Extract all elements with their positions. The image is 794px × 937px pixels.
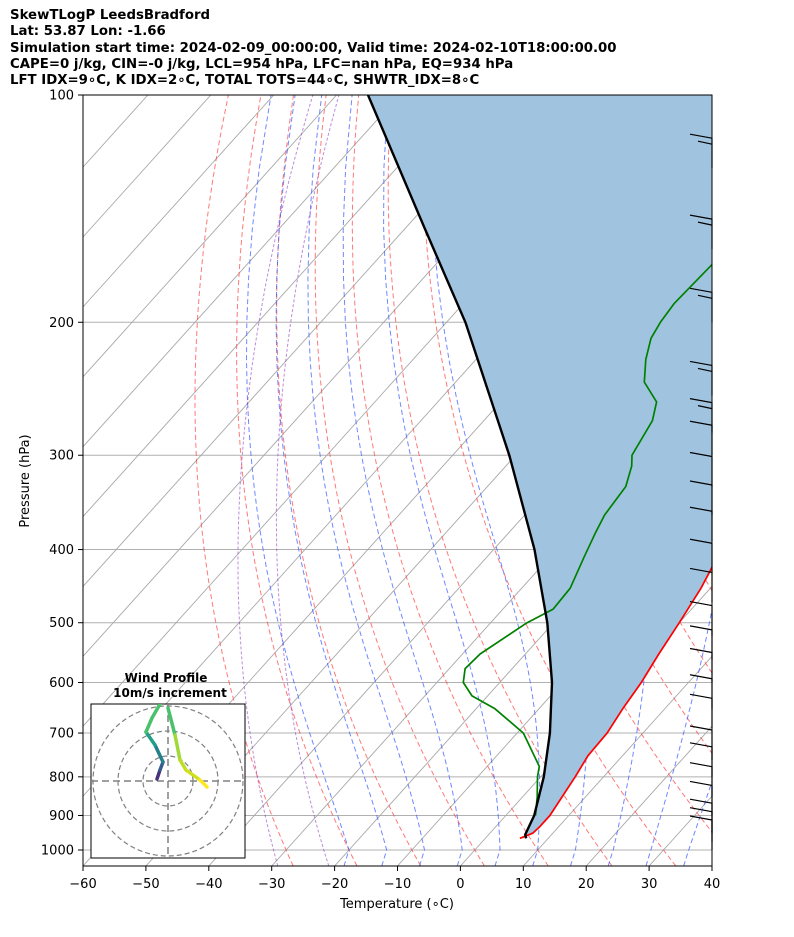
moist-adiabat [645, 95, 712, 866]
x-tick-label: −20 [321, 877, 348, 892]
moist-adiabat [275, 95, 388, 866]
moist-adiabat [307, 95, 426, 866]
x-tick-label: −30 [258, 877, 285, 892]
isotherm-line [145, 236, 712, 866]
moist-adiabat [245, 95, 350, 866]
y-tick-label: 700 [49, 727, 74, 742]
dry-adiabat [351, 95, 549, 866]
location-line: Lat: 53.87 Lon: -1.66 [10, 24, 166, 40]
cape-line: CAPE=0 j/kg, CIN=-0 j/kg, LCL=954 hPa, L… [10, 56, 514, 72]
wind-barb [689, 762, 713, 797]
hodograph-segment [150, 704, 162, 720]
y-tick-label: 200 [49, 316, 74, 331]
hodograph-segment [144, 716, 154, 734]
isotherm-line [522, 655, 712, 866]
indices-line: LFT IDX=9∘C, K IDX=2∘C, TOTAL TOTS=44∘C,… [10, 73, 480, 89]
hodograph-segment [184, 768, 202, 782]
wind-barb [689, 780, 713, 816]
wind-barb [689, 807, 713, 842]
y-tick-label: 600 [49, 676, 74, 691]
cape-shading-area [368, 95, 712, 839]
dry-adiabat [422, 95, 677, 866]
hodograph-segment [178, 758, 188, 772]
y-tick-label: 1000 [41, 844, 74, 859]
isotherm-line [711, 865, 712, 866]
profile-lines [366, 95, 712, 840]
isotherm-line [775, 95, 794, 866]
wind-profile-inset: Wind Profile 10m/s increment [90, 671, 246, 859]
isotherm-line [397, 515, 712, 866]
wind-barb [689, 674, 713, 709]
x-tick-label: 0 [456, 877, 464, 892]
dry-adiabat [314, 95, 485, 866]
x-tick-label: 20 [578, 877, 595, 892]
hodograph-segment [166, 706, 177, 737]
isotherm-line [585, 725, 712, 866]
x-tick-label: −50 [132, 877, 159, 892]
hodograph-segment [144, 730, 157, 747]
dry-adiabat [236, 95, 358, 866]
isotherm-line [83, 95, 212, 238]
moist-adiabat [683, 779, 712, 866]
x-axis-ticks: −60 −50 −40 −30 −20 −10 0 10 20 30 40 [69, 866, 720, 892]
wind-barb [689, 815, 713, 851]
x-tick-label: 30 [641, 877, 658, 892]
mixing-ratio-line [275, 95, 340, 866]
y-tick-label: 400 [49, 543, 74, 558]
y-tick-label: 900 [49, 809, 74, 824]
dry-adiabat [194, 95, 294, 866]
y-axis-label: Pressure (hPa) [18, 434, 33, 527]
hodograph-segment [198, 778, 209, 789]
wind-barb [689, 742, 713, 777]
inset-subtitle: 10m/s increment [113, 686, 227, 700]
x-tick-label: 40 [704, 877, 721, 892]
dry-adiabat [750, 95, 794, 866]
chart-header: SkewTLogP LeedsBradford Lat: 53.87 Lon: … [10, 8, 617, 89]
y-tick-label: 500 [49, 616, 74, 631]
moist-adiabat [342, 95, 463, 866]
dry-adiabat [717, 95, 794, 866]
isotherm-line [83, 95, 463, 518]
isotherm-line [83, 95, 400, 448]
dry-adiabat [782, 95, 794, 866]
dewpoint-profile-line [462, 263, 712, 816]
x-tick-label: −60 [69, 877, 96, 892]
isotherm-line [83, 95, 275, 308]
y-axis-ticks: 1000 900 800 700 600 500 400 300 200 100 [41, 89, 83, 859]
y-tick-label: 300 [49, 449, 74, 464]
mixing-ratio-line [237, 95, 314, 866]
x-tick-label: 10 [515, 877, 532, 892]
x-axis-label: Temperature (∘C) [339, 897, 454, 912]
simulation-time-line: Simulation start time: 2024-02-09_00:00:… [10, 40, 617, 56]
y-tick-label: 800 [49, 770, 74, 785]
dry-adiabat [387, 95, 613, 866]
moist-adiabat [383, 95, 501, 866]
isotherm-line [83, 95, 526, 588]
cape-cin-shading [368, 95, 712, 839]
chart-title: SkewTLogP LeedsBradford [10, 8, 211, 23]
wind-barb [689, 693, 713, 729]
inset-title: Wind Profile [125, 671, 208, 685]
wind-barb [689, 625, 713, 660]
x-tick-label: −10 [384, 877, 411, 892]
y-tick-label: 100 [49, 89, 74, 104]
isotherm-line [83, 95, 337, 378]
x-tick-label: −40 [195, 877, 222, 892]
hodograph-segment [153, 743, 165, 764]
temperature-profile-line [519, 565, 712, 840]
parcel-profile-line [366, 95, 554, 839]
hodograph-segment [173, 733, 182, 762]
dry-adiabat [276, 95, 422, 866]
